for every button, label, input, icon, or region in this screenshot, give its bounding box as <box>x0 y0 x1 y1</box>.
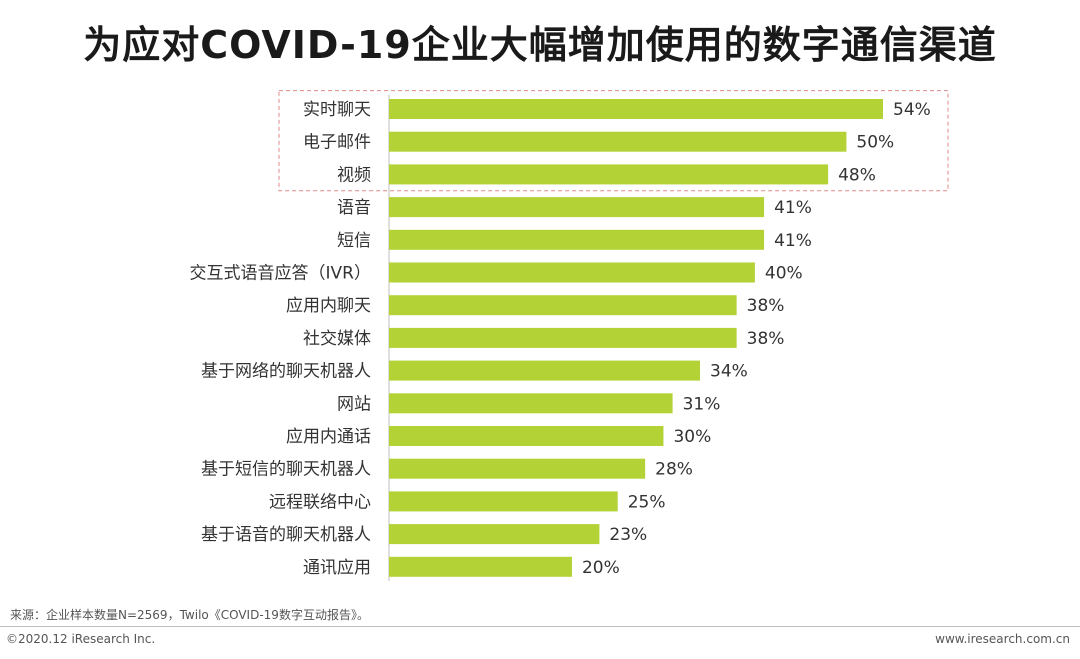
bar <box>389 131 847 152</box>
bar <box>389 524 600 545</box>
category-label: 视频 <box>337 165 371 185</box>
website-url: www.iresearch.com.cn <box>935 632 1070 646</box>
copyright: ©2020.12 iResearch Inc. <box>6 632 156 646</box>
bar <box>389 197 765 218</box>
category-label: 远程联络中心 <box>269 492 371 512</box>
value-label: 41% <box>774 198 812 218</box>
category-label: 应用内聊天 <box>286 296 371 316</box>
category-label: 交互式语音应答（IVR） <box>190 264 371 284</box>
value-label: 50% <box>856 133 894 153</box>
value-label: 28% <box>655 460 693 480</box>
bar <box>389 360 701 381</box>
value-label: 41% <box>774 231 812 251</box>
bar <box>389 556 572 577</box>
value-label: 40% <box>765 264 803 284</box>
value-label: 34% <box>710 362 748 382</box>
value-label: 54% <box>893 100 931 120</box>
category-label: 应用内通话 <box>286 427 371 447</box>
value-label: 38% <box>747 296 785 316</box>
footer-divider <box>0 626 1080 627</box>
category-label: 网站 <box>337 394 371 414</box>
chart-title: 为应对COVID-19企业大幅增加使用的数字通信渠道 <box>83 23 997 67</box>
value-label: 38% <box>747 329 785 349</box>
category-label: 基于语音的聊天机器人 <box>201 525 371 545</box>
value-label: 23% <box>609 525 647 545</box>
bar <box>389 393 673 414</box>
source-note: 来源：企业样本数量N=2569，Twilo《COVID-19数字互动报告》。 <box>10 608 369 622</box>
bar <box>389 458 646 479</box>
value-label: 48% <box>838 165 876 185</box>
category-label: 实时聊天 <box>303 100 371 120</box>
bar <box>389 327 737 348</box>
category-label: 电子邮件 <box>303 133 371 153</box>
category-label: 语音 <box>337 198 371 218</box>
category-label: 基于网络的聊天机器人 <box>201 362 371 382</box>
category-label: 社交媒体 <box>303 329 371 349</box>
value-label: 25% <box>628 492 666 512</box>
category-label: 基于短信的聊天机器人 <box>201 460 371 480</box>
value-label: 31% <box>683 394 721 414</box>
category-label: 通讯应用 <box>303 558 371 578</box>
value-label: 30% <box>673 427 711 447</box>
category-label: 短信 <box>337 231 371 251</box>
bar <box>389 262 755 283</box>
bar <box>389 426 664 446</box>
bar <box>389 164 829 185</box>
bar <box>389 99 883 119</box>
value-label: 20% <box>582 558 620 578</box>
bar <box>389 229 765 250</box>
bar <box>389 295 737 316</box>
bar <box>389 491 618 512</box>
